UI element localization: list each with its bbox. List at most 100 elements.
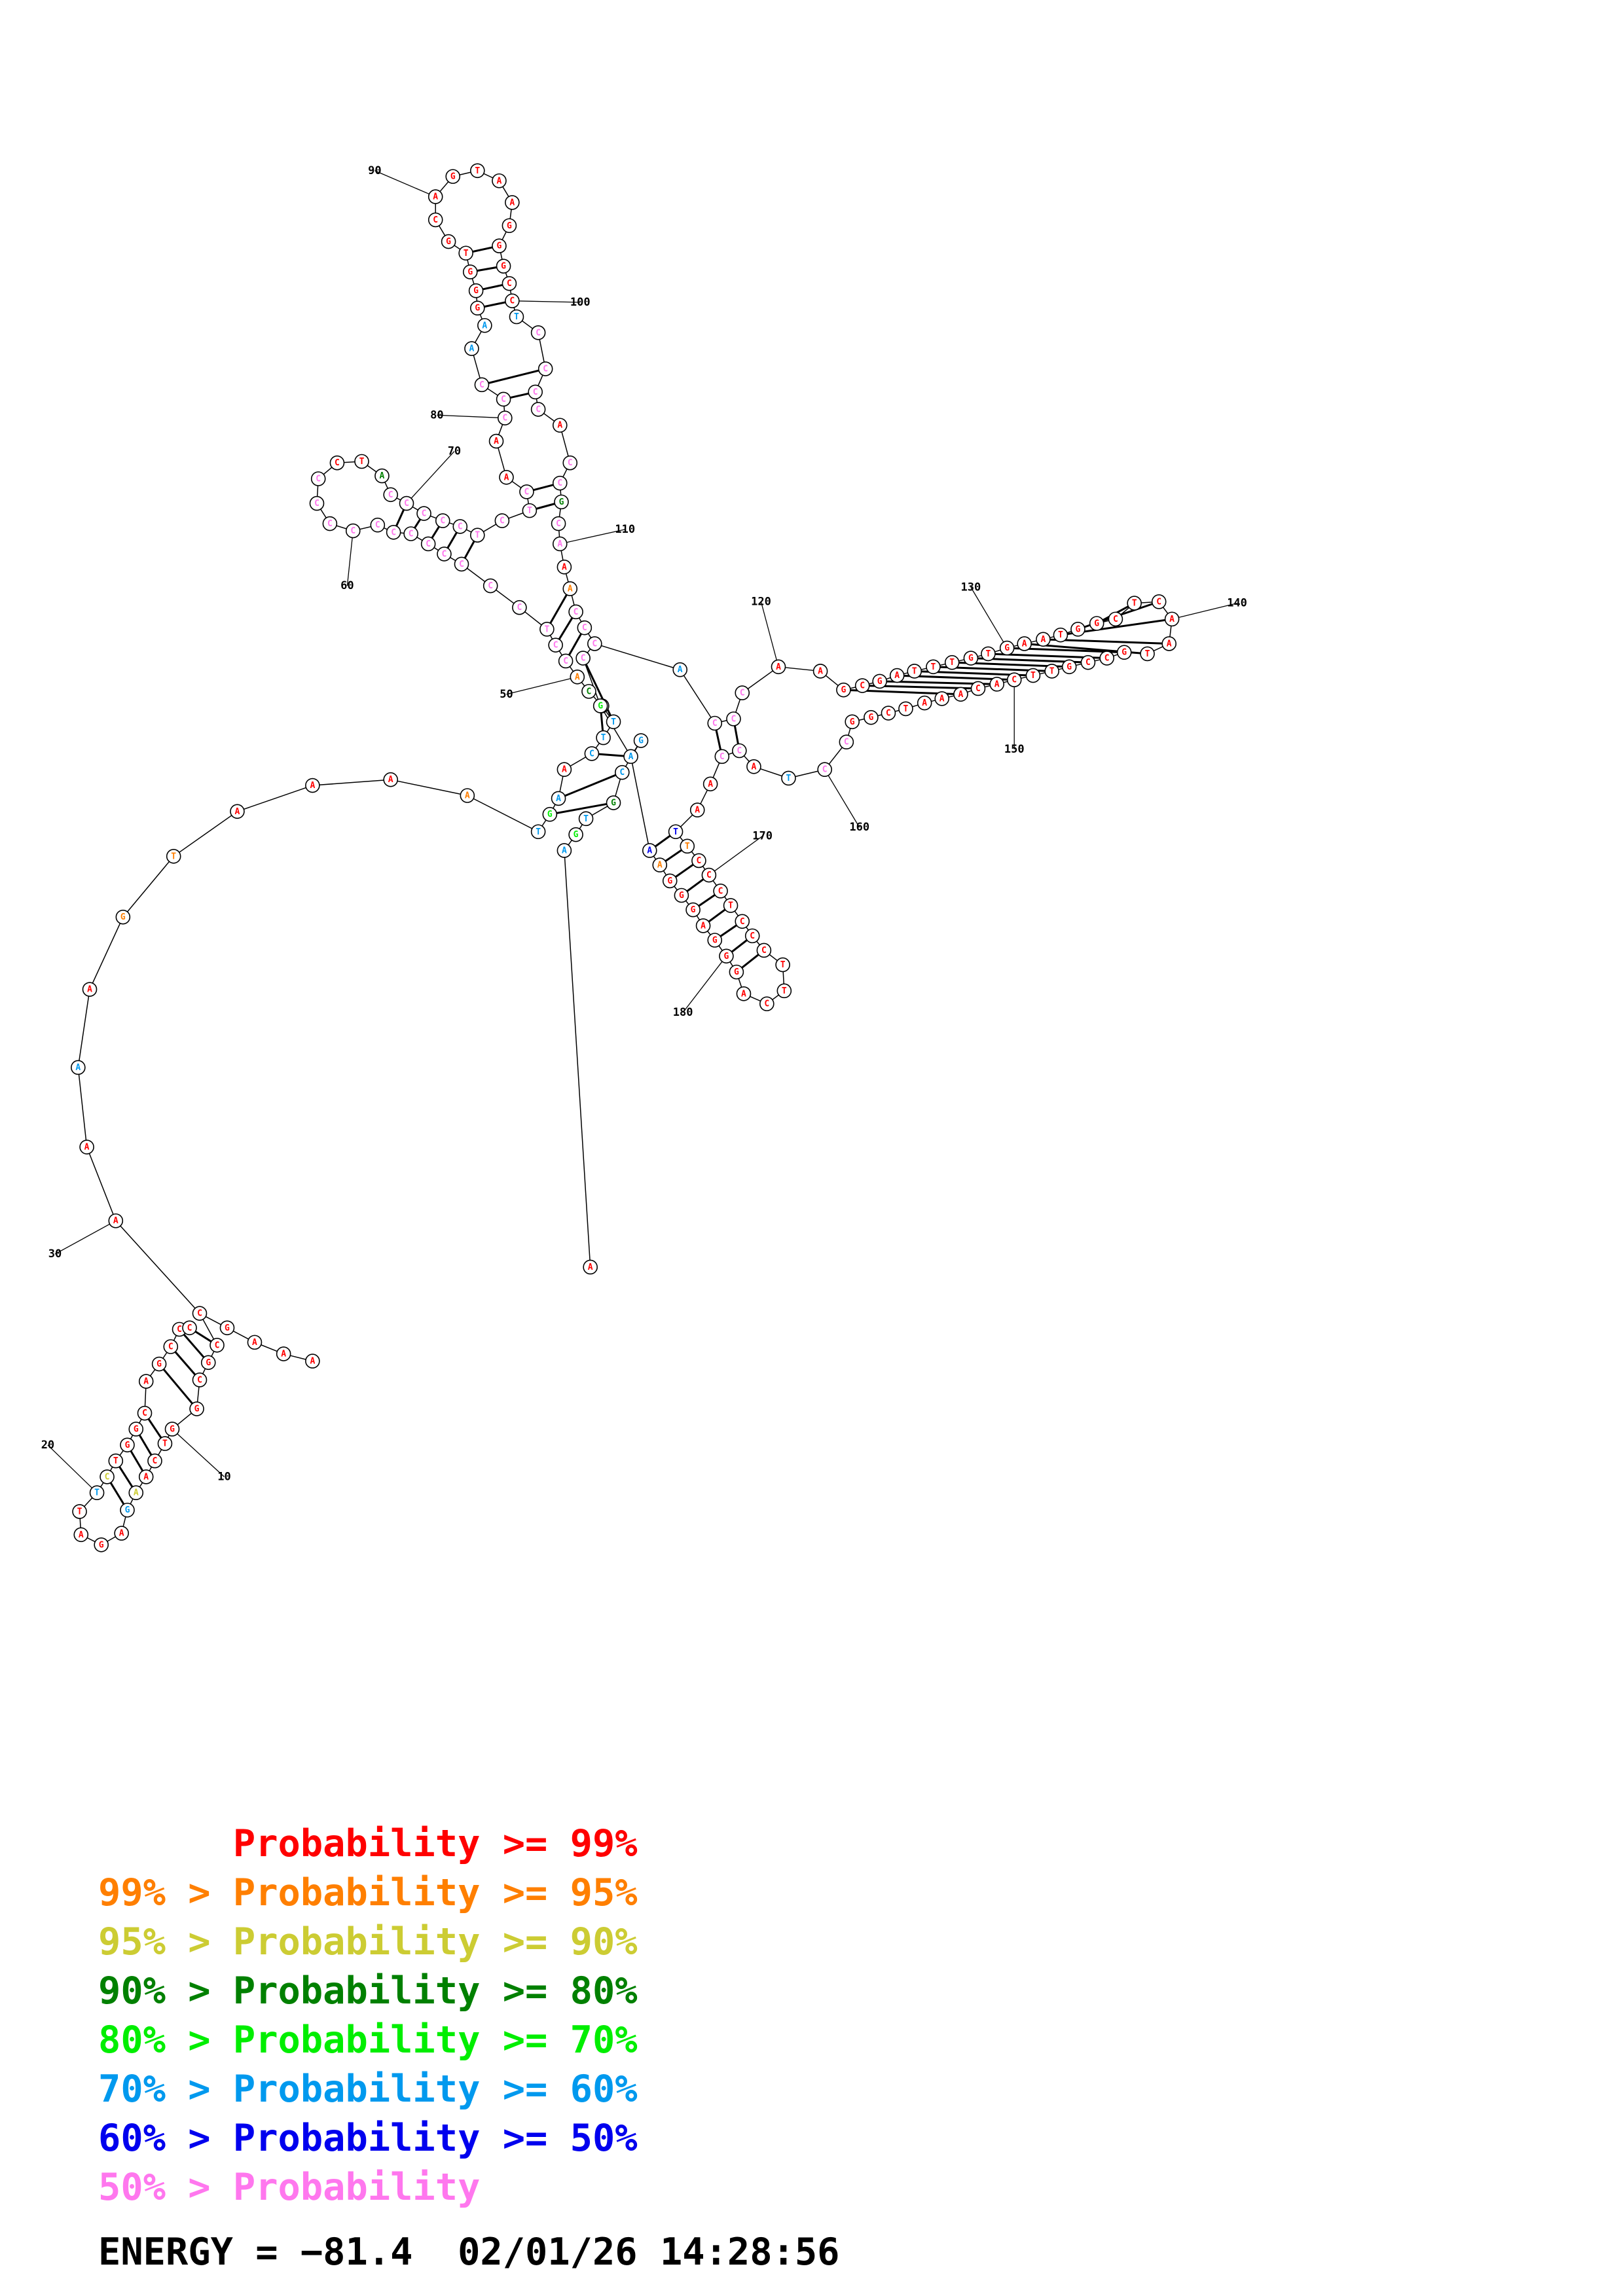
svg-text:C: C xyxy=(563,656,568,666)
svg-text:C: C xyxy=(502,414,507,423)
nucleotide: C xyxy=(210,1338,225,1353)
svg-text:T: T xyxy=(475,531,480,541)
svg-text:C: C xyxy=(737,746,742,756)
nucleotide: A xyxy=(695,918,711,933)
nucleotide: G xyxy=(593,698,608,713)
nucleotide: T xyxy=(1025,668,1041,683)
nucleotide: C xyxy=(726,711,741,726)
svg-text:C: C xyxy=(1085,658,1091,668)
nucleotide: A xyxy=(488,433,504,449)
nucleotide: T xyxy=(157,1436,173,1451)
nucleotide: G xyxy=(120,1502,135,1518)
nucleotide: A xyxy=(556,762,572,778)
nucleotide: A xyxy=(989,677,1004,692)
position-label: 110 xyxy=(615,523,635,536)
svg-text:C: C xyxy=(142,1408,147,1418)
nucleotide: G xyxy=(1116,645,1132,660)
nucleotide: G xyxy=(115,909,131,925)
nucleotide: A xyxy=(108,1213,124,1229)
nucleotide: G xyxy=(462,264,478,279)
svg-text:A: A xyxy=(433,192,438,202)
nucleotide: G xyxy=(164,1422,180,1437)
svg-text:C: C xyxy=(422,509,427,519)
svg-text:C: C xyxy=(720,752,725,762)
nucleotide: G xyxy=(219,1320,235,1336)
nucleotide: G xyxy=(674,888,689,903)
nucleotide: T xyxy=(469,163,485,179)
nucleotide: C xyxy=(474,377,490,393)
nucleotide: C xyxy=(713,884,728,899)
svg-text:T: T xyxy=(728,901,733,910)
nucleotide: T xyxy=(522,503,538,518)
svg-text:T: T xyxy=(94,1488,100,1498)
nucleotide: T xyxy=(469,528,485,543)
nucleotide: A xyxy=(79,1139,94,1155)
nucleotide: A xyxy=(276,1346,291,1361)
nucleotide: C xyxy=(1099,651,1114,666)
svg-text:A: A xyxy=(695,806,700,816)
svg-text:G: G xyxy=(638,736,644,746)
nucleotide: A xyxy=(460,788,475,803)
nucleotide: C xyxy=(1006,672,1022,687)
svg-text:C: C xyxy=(582,623,587,633)
nucleotide: G xyxy=(469,300,485,316)
svg-text:T: T xyxy=(903,704,909,714)
svg-text:T: T xyxy=(782,986,787,996)
nucleotide: A xyxy=(551,791,566,806)
svg-text:C: C xyxy=(197,1309,202,1319)
nucleotide: T xyxy=(108,1453,124,1469)
svg-text:A: A xyxy=(557,539,562,549)
nucleotide: A xyxy=(374,468,390,484)
svg-text:A: A xyxy=(1040,635,1046,645)
nucleotide: T xyxy=(680,838,695,854)
svg-text:C: C xyxy=(822,765,828,775)
svg-text:A: A xyxy=(87,985,92,995)
nucleotide: A xyxy=(114,1526,129,1541)
svg-text:A: A xyxy=(1022,639,1027,649)
svg-text:T: T xyxy=(527,506,532,516)
nucleotide: G xyxy=(836,682,851,698)
svg-text:T: T xyxy=(359,457,365,467)
svg-text:G: G xyxy=(869,713,874,723)
svg-text:G: G xyxy=(206,1358,211,1368)
svg-text:C: C xyxy=(105,1472,110,1482)
nucleotide: G xyxy=(1070,622,1085,637)
nucleotide: G xyxy=(554,494,569,510)
svg-text:C: C xyxy=(509,296,515,306)
position-label: 20 xyxy=(41,1439,54,1452)
svg-text:G: G xyxy=(1004,643,1010,653)
svg-text:C: C xyxy=(153,1456,158,1466)
nucleotide: A xyxy=(1017,636,1032,651)
legend-row: Probability >= 99% xyxy=(98,1822,638,1865)
svg-text:C: C xyxy=(314,499,319,509)
svg-text:A: A xyxy=(741,989,746,999)
nucleotide: T xyxy=(89,1485,105,1501)
svg-text:A: A xyxy=(119,1529,124,1539)
nucleotide: T xyxy=(578,811,594,827)
svg-text:C: C xyxy=(976,684,981,694)
legend-row: 95% > Probability >= 90% xyxy=(98,1920,638,1964)
nucleotide: T xyxy=(926,659,941,675)
nucleotide: C xyxy=(483,578,498,594)
svg-text:C: C xyxy=(442,549,447,559)
svg-text:C: C xyxy=(507,279,512,289)
nucleotide: C xyxy=(519,484,534,499)
nucleotide: C xyxy=(756,942,772,958)
position-label: 60 xyxy=(340,579,354,592)
svg-text:A: A xyxy=(818,666,823,676)
nucleotide: A xyxy=(138,1469,154,1484)
svg-text:C: C xyxy=(375,520,380,530)
nucleotide: T xyxy=(1140,646,1155,662)
svg-text:G: G xyxy=(497,242,502,251)
svg-text:A: A xyxy=(556,794,561,804)
svg-text:A: A xyxy=(575,672,580,682)
nucleotide: C xyxy=(192,1306,208,1321)
nucleotide: C xyxy=(163,1339,179,1354)
position-label: 50 xyxy=(500,688,513,701)
energy-footer: ENERGY = −81.4 02/01/26 14:28:56 xyxy=(98,2231,839,2274)
nucleotide: C xyxy=(530,325,546,340)
nucleotide: A xyxy=(953,687,968,702)
nucleotide: G xyxy=(1061,659,1077,675)
